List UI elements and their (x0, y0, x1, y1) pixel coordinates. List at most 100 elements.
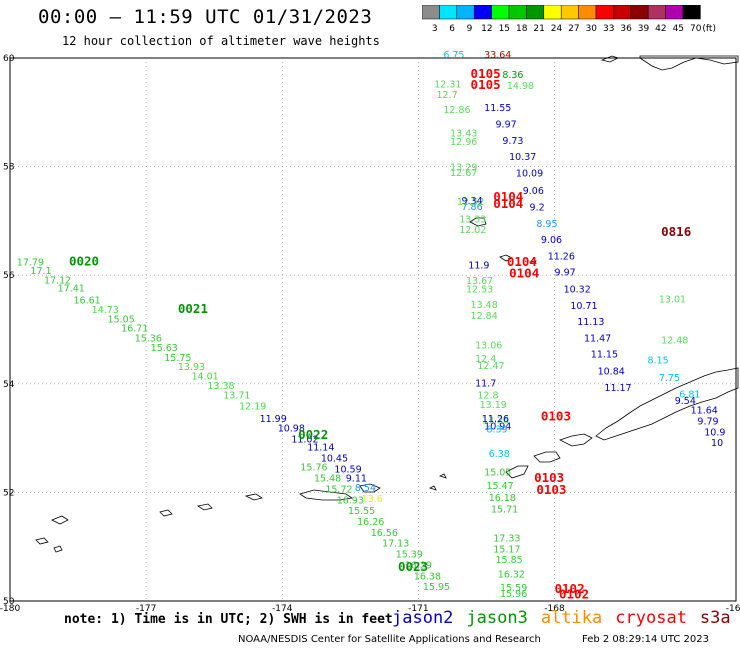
wave-height-label: 15.47 (486, 481, 513, 492)
pass-number-label: 0103 (534, 470, 564, 485)
unalaska-island (533, 451, 561, 463)
wave-height-label: 15.85 (496, 555, 523, 566)
pass-number-label: 0816 (661, 224, 691, 239)
wave-height-label: 13.48 (471, 300, 498, 311)
adak-atka (359, 483, 381, 493)
wave-height-label: 15.05 (484, 468, 511, 479)
wave-height-label: 15.75 (164, 353, 191, 364)
pass-number-label: 0103 (536, 482, 566, 497)
wave-height-label: 10.32 (564, 285, 591, 296)
wave-height-label: 11.47 (584, 333, 611, 344)
wave-height-label: 15.95 (423, 582, 450, 593)
legend-jason3: jason3 (466, 608, 528, 628)
wave-height-label: 17.41 (58, 283, 85, 294)
wave-height-label: 6.81 (679, 389, 700, 400)
colorbar-label: 21 (533, 24, 544, 34)
x-tick-label: -168 (544, 604, 565, 614)
legend-s3a: s3a (699, 608, 731, 628)
wave-height-label: 15.63 (151, 343, 178, 354)
wave-height-label: 11.26 (548, 251, 575, 262)
colorbar-label: 30 (586, 24, 598, 34)
wave-height-label: 15.72 (325, 484, 352, 495)
wave-height-label: 12.31 (434, 79, 461, 90)
wave-height-label: 9.73 (502, 136, 523, 147)
wave-height-label: 9.79 (697, 417, 718, 428)
x-tick-label: -171 (408, 604, 428, 614)
wave-height-label: 11.99 (260, 414, 287, 425)
wave-height-label: 16.26 (357, 517, 384, 528)
wave-height-label: 11.02 (291, 434, 318, 445)
y-tick-label: 60 (3, 54, 15, 64)
x-tick-label: -180 (0, 604, 20, 614)
wave-height-label: 12.8 (477, 390, 498, 401)
wave-height-label: 16.38 (414, 571, 441, 582)
x-tick-label: -164 (726, 604, 740, 614)
colorbar-label: 12 (481, 24, 492, 34)
pass-number-label: 0021 (178, 301, 208, 316)
wave-height-label: 9.06 (541, 235, 562, 246)
wave-height-label: 11.7 (475, 379, 496, 390)
wave-height-label: 15.96 (500, 589, 527, 600)
wave-height-label: 8.54 (355, 483, 376, 494)
unimak-fox-islands (558, 433, 593, 447)
wave-height-label: 12.96 (450, 137, 477, 148)
alaska-peninsula (595, 367, 739, 441)
pass-number-label: 0104 (493, 189, 523, 204)
colorbar-label: 39 (638, 24, 650, 34)
wave-height-label: 33.64 (484, 50, 511, 61)
wave-height-label: 11.14 (307, 443, 334, 454)
st-lawrence-island-area (600, 55, 620, 63)
wave-height-label: 9.2 (530, 203, 545, 214)
colorbar-label: 70 (690, 24, 702, 34)
pass-number-label: 0104 (493, 196, 523, 211)
wave-height-label: 13.26 (482, 415, 509, 426)
legend-jason2: jason2 (392, 608, 454, 628)
wave-height-label: 13.06 (475, 341, 502, 352)
wave-height-label: 17.33 (493, 533, 520, 544)
pribilof-island-a (499, 254, 513, 262)
wave-height-label: 10.84 (598, 367, 625, 378)
pass-number-label: 0105 (471, 77, 501, 92)
wave-height-label: 12.67 (450, 168, 477, 179)
wave-height-label: 16.32 (498, 570, 525, 581)
wave-height-label: 12.52 (457, 197, 484, 208)
y-tick-label: 54 (3, 380, 15, 390)
wave-height-label: 17.13 (382, 539, 409, 550)
colorbar-label: 42 (655, 24, 666, 34)
generated-timestamp: Feb 2 08:29:14 UTC 2023 (582, 634, 709, 645)
wave-height-label: 12.19 (239, 401, 266, 412)
wave-height-label: 17.79 (17, 257, 44, 268)
wave-height-label: 11.17 (604, 383, 631, 394)
wave-height-label: 13.71 (223, 390, 250, 401)
wave-height-label: 13.93 (178, 362, 205, 373)
colorbar-swatch (682, 5, 701, 20)
wave-height-label: 8.95 (536, 219, 557, 230)
wave-height-label: 9.11 (346, 474, 367, 485)
credit-line: NOAA/NESDIS Center for Satellite Applica… (238, 634, 541, 645)
wave-height-label: 10.59 (334, 464, 361, 475)
colorbar-label: 18 (516, 24, 528, 34)
wave-height-label: 8.36 (502, 70, 523, 81)
pass-number-label: 0105 (471, 66, 501, 81)
wave-height-label: 6.75 (443, 50, 464, 61)
wave-height-label: 15.71 (491, 504, 518, 515)
units-note: note: 1) Time is in UTC; 2) SWH is in fe… (64, 612, 393, 627)
wave-height-label: 10.9 (704, 427, 725, 438)
pass-number-label: 0023 (398, 559, 428, 574)
pass-number-label: 0022 (298, 427, 328, 442)
colorbar-label: 3 (432, 24, 438, 34)
colorbar-label: 6 (449, 24, 455, 34)
wave-height-label: 15.55 (348, 506, 375, 517)
alaska-mainland-north (639, 55, 739, 71)
wave-height-label: 9.97 (555, 268, 576, 279)
wave-height-label: 7.86 (461, 202, 482, 213)
colorbar-label: 24 (551, 24, 563, 34)
wave-height-label: 12.7 (437, 90, 458, 101)
wave-height-label: 8.15 (648, 356, 669, 367)
chart-title: 00:00 – 11:59 UTC 01/31/2023 (38, 6, 373, 28)
wave-height-label: 15.05 (108, 314, 135, 325)
wave-height-label: 12.47 (477, 361, 504, 372)
plot-border (9, 57, 737, 602)
